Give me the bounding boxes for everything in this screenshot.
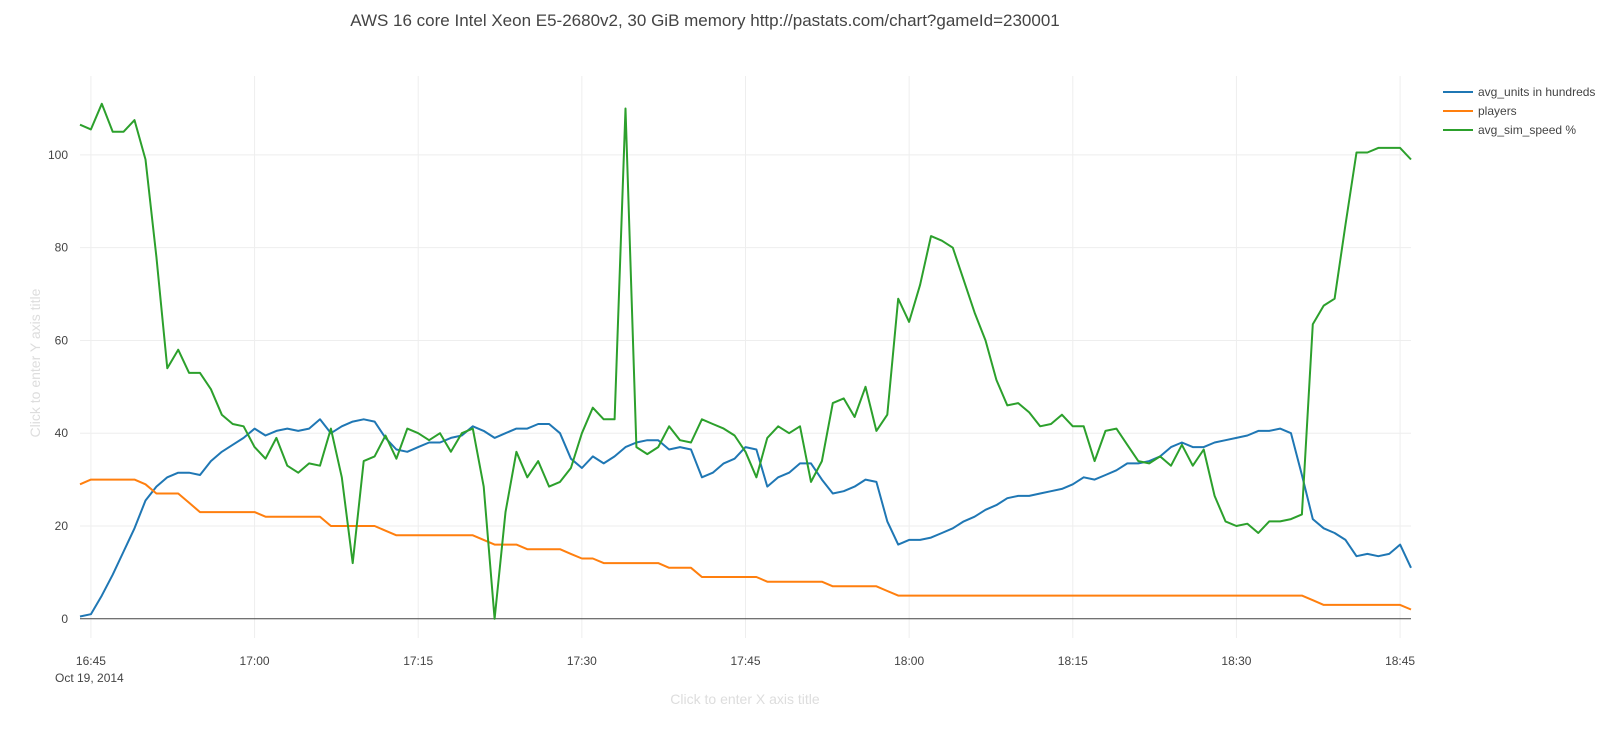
x-axis-ticks: 16:45 17:00 17:15 17:30 17:45 18:00 18:15 18:30… <box>76 654 1416 668</box>
y-tick-label: 80 <box>55 241 69 255</box>
legend: avg_units in hundreds players avg_sim_spee… <box>1443 85 1595 137</box>
y-axis-title-placeholder[interactable]: Click to enter Y axis title <box>27 288 43 437</box>
series-line-1 <box>79 418 1412 618</box>
y-tick-label: 60 <box>55 333 69 347</box>
x-axis-date-label: Oct 19, 2014 <box>55 671 124 685</box>
x-tick-label: 18:45 <box>1385 654 1415 668</box>
series-line-2 <box>79 478 1412 611</box>
y-tick-label: 100 <box>48 148 68 162</box>
legend-item[interactable]: avg_sim_speed % <box>1443 123 1576 137</box>
y-axis-ticks: 0 20 40 60 80 100 <box>48 148 68 626</box>
series-lines <box>79 102 1412 620</box>
legend-label: avg_sim_speed % <box>1478 123 1576 137</box>
y-tick-label: 0 <box>61 612 68 626</box>
x-tick-label: 17:00 <box>240 654 270 668</box>
x-axis-title-placeholder[interactable]: Click to enter X axis title <box>670 691 820 707</box>
series-line-3 <box>79 102 1412 620</box>
legend-item[interactable]: players <box>1443 104 1517 118</box>
grid-lines <box>80 76 1411 638</box>
x-tick-label: 17:15 <box>403 654 433 668</box>
x-tick-label: 18:15 <box>1058 654 1088 668</box>
legend-item[interactable]: avg_units in hundreds <box>1443 85 1595 99</box>
x-tick-label: 18:00 <box>894 654 924 668</box>
x-tick-label: 18:30 <box>1221 654 1251 668</box>
y-tick-label: 20 <box>55 519 69 533</box>
y-tick-label: 40 <box>55 426 69 440</box>
legend-label: players <box>1478 104 1517 118</box>
legend-label: avg_units in hundreds <box>1478 85 1595 99</box>
x-tick-label: 17:30 <box>567 654 597 668</box>
chart-title: AWS 16 core Intel Xeon E5-2680v2, 30 GiB… <box>350 11 1060 30</box>
x-tick-label: 17:45 <box>730 654 760 668</box>
x-tick-label: 16:45 <box>76 654 106 668</box>
